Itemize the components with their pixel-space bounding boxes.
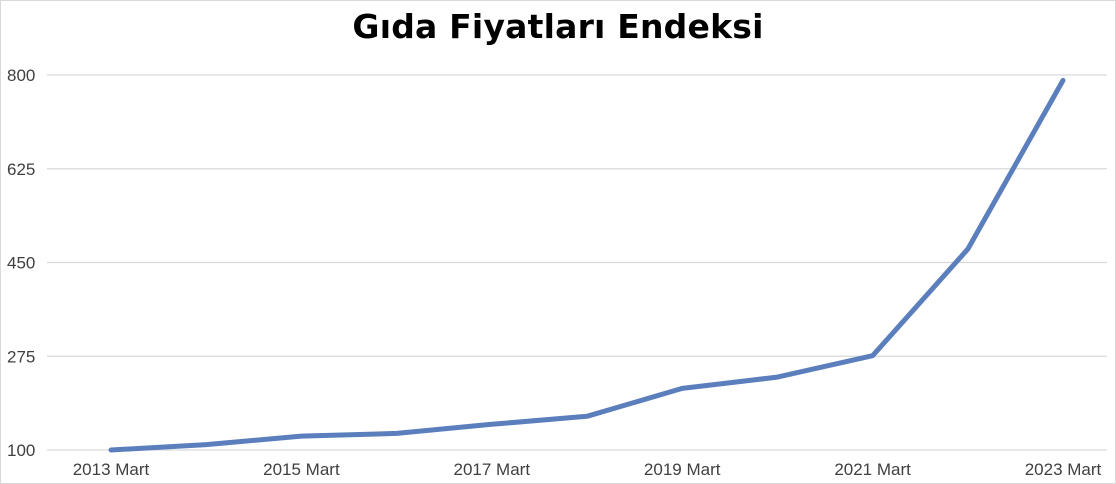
y-tick-label: 625 — [7, 160, 35, 179]
x-tick-label: 2019 Mart — [644, 460, 721, 479]
y-tick-label: 800 — [7, 66, 35, 85]
y-tick-label: 450 — [7, 254, 35, 273]
x-tick-label: 2023 Mart — [1025, 460, 1102, 479]
y-tick-label: 100 — [7, 441, 35, 460]
x-tick-label: 2013 Mart — [73, 460, 150, 479]
x-tick-label: 2017 Mart — [454, 460, 531, 479]
x-tick-label: 2021 Mart — [834, 460, 911, 479]
series-line-0 — [108, 77, 1066, 453]
chart-title: Gıda Fiyatları Endeksi — [352, 7, 764, 46]
x-tick-label: 2015 Mart — [263, 460, 340, 479]
y-tick-label: 275 — [7, 347, 35, 366]
